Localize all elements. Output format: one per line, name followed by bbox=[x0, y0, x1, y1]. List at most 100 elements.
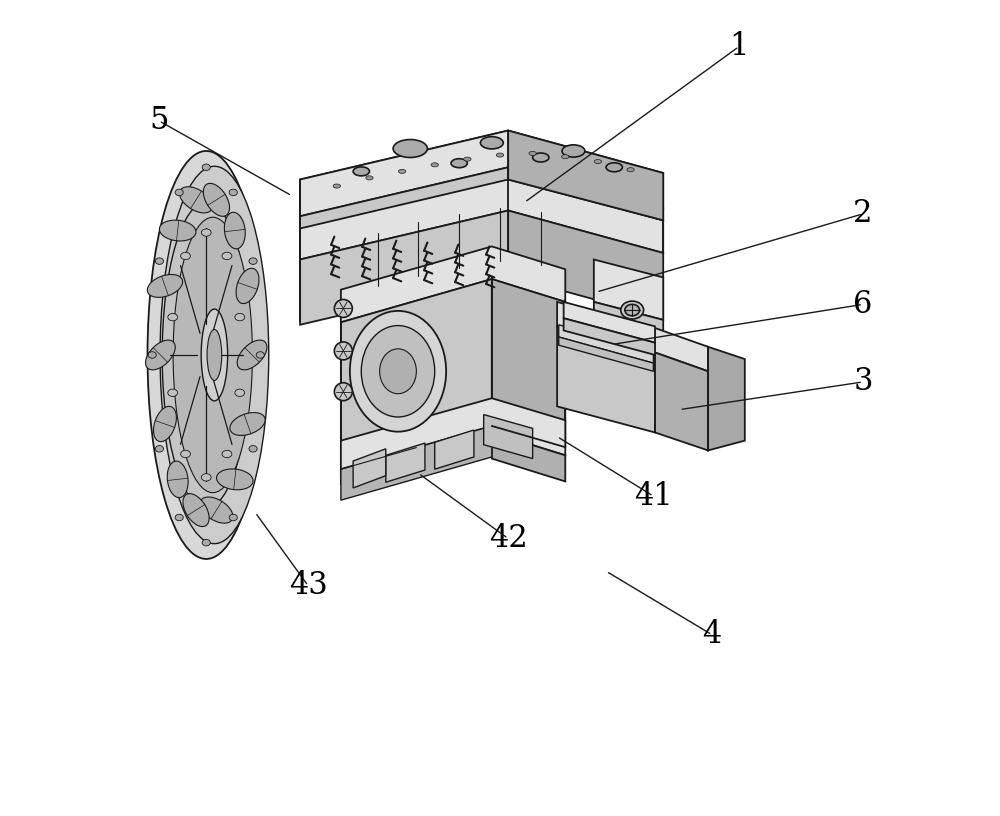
Ellipse shape bbox=[237, 340, 267, 370]
Ellipse shape bbox=[173, 217, 252, 493]
Ellipse shape bbox=[230, 413, 265, 436]
Text: 41: 41 bbox=[634, 481, 673, 512]
Ellipse shape bbox=[222, 252, 232, 259]
Ellipse shape bbox=[181, 252, 190, 259]
Polygon shape bbox=[557, 326, 655, 432]
Polygon shape bbox=[508, 131, 663, 220]
Polygon shape bbox=[341, 426, 492, 500]
Ellipse shape bbox=[148, 352, 156, 358]
Ellipse shape bbox=[594, 160, 602, 163]
Ellipse shape bbox=[361, 326, 435, 417]
Polygon shape bbox=[508, 211, 663, 318]
Polygon shape bbox=[300, 211, 508, 325]
Polygon shape bbox=[564, 302, 655, 343]
Polygon shape bbox=[300, 178, 663, 259]
Ellipse shape bbox=[451, 158, 467, 168]
Ellipse shape bbox=[183, 494, 209, 526]
Ellipse shape bbox=[606, 162, 622, 172]
Ellipse shape bbox=[200, 497, 233, 523]
Ellipse shape bbox=[431, 163, 438, 166]
Polygon shape bbox=[564, 318, 655, 355]
Ellipse shape bbox=[249, 258, 257, 264]
Ellipse shape bbox=[168, 389, 178, 397]
Text: 2: 2 bbox=[853, 198, 873, 229]
Ellipse shape bbox=[366, 176, 373, 180]
Ellipse shape bbox=[168, 313, 178, 321]
Ellipse shape bbox=[201, 229, 211, 237]
Ellipse shape bbox=[621, 301, 644, 319]
Polygon shape bbox=[435, 430, 474, 469]
Ellipse shape bbox=[464, 157, 471, 162]
Ellipse shape bbox=[480, 136, 503, 149]
Ellipse shape bbox=[256, 352, 264, 358]
Ellipse shape bbox=[147, 151, 265, 559]
Polygon shape bbox=[559, 325, 653, 363]
Text: 3: 3 bbox=[853, 366, 873, 397]
Ellipse shape bbox=[625, 304, 640, 316]
Text: 4: 4 bbox=[703, 619, 722, 650]
Ellipse shape bbox=[229, 189, 237, 196]
Ellipse shape bbox=[201, 309, 228, 401]
Polygon shape bbox=[341, 398, 565, 475]
Polygon shape bbox=[300, 131, 663, 216]
Polygon shape bbox=[557, 302, 708, 371]
Ellipse shape bbox=[236, 268, 259, 304]
Ellipse shape bbox=[334, 342, 352, 360]
Ellipse shape bbox=[180, 187, 213, 213]
Text: 5: 5 bbox=[149, 105, 169, 136]
Text: 1: 1 bbox=[729, 31, 749, 62]
Ellipse shape bbox=[155, 446, 164, 452]
Ellipse shape bbox=[496, 153, 504, 157]
Ellipse shape bbox=[398, 170, 406, 174]
Ellipse shape bbox=[155, 258, 164, 264]
Ellipse shape bbox=[334, 383, 352, 401]
Ellipse shape bbox=[529, 152, 536, 155]
Ellipse shape bbox=[207, 330, 222, 380]
Polygon shape bbox=[508, 167, 663, 220]
Polygon shape bbox=[353, 449, 386, 488]
Ellipse shape bbox=[334, 299, 352, 317]
Ellipse shape bbox=[201, 473, 211, 481]
Ellipse shape bbox=[224, 212, 245, 249]
Ellipse shape bbox=[380, 349, 416, 394]
Text: 42: 42 bbox=[489, 523, 528, 554]
Polygon shape bbox=[341, 279, 492, 469]
Text: 43: 43 bbox=[289, 570, 328, 601]
Ellipse shape bbox=[159, 220, 196, 241]
Ellipse shape bbox=[202, 539, 210, 546]
Ellipse shape bbox=[393, 140, 427, 157]
Ellipse shape bbox=[162, 202, 250, 508]
Polygon shape bbox=[300, 131, 508, 216]
Ellipse shape bbox=[235, 389, 245, 397]
Polygon shape bbox=[594, 302, 663, 349]
Polygon shape bbox=[300, 167, 508, 228]
Polygon shape bbox=[386, 443, 425, 482]
Ellipse shape bbox=[533, 153, 549, 162]
Ellipse shape bbox=[229, 514, 237, 521]
Polygon shape bbox=[492, 279, 565, 447]
Ellipse shape bbox=[235, 313, 245, 321]
Polygon shape bbox=[655, 353, 708, 450]
Ellipse shape bbox=[562, 145, 585, 157]
Ellipse shape bbox=[154, 406, 176, 441]
Ellipse shape bbox=[175, 514, 183, 521]
Ellipse shape bbox=[249, 446, 257, 452]
Ellipse shape bbox=[203, 184, 230, 216]
Polygon shape bbox=[594, 259, 663, 320]
Ellipse shape bbox=[167, 461, 188, 498]
Ellipse shape bbox=[562, 155, 569, 158]
Ellipse shape bbox=[202, 164, 210, 171]
Ellipse shape bbox=[333, 184, 340, 188]
Polygon shape bbox=[341, 246, 565, 322]
Text: 6: 6 bbox=[853, 289, 873, 320]
Ellipse shape bbox=[222, 450, 232, 458]
Ellipse shape bbox=[353, 167, 369, 175]
Ellipse shape bbox=[160, 166, 269, 543]
Ellipse shape bbox=[146, 340, 175, 370]
Ellipse shape bbox=[147, 274, 183, 297]
Polygon shape bbox=[708, 347, 745, 450]
Ellipse shape bbox=[217, 469, 253, 490]
Ellipse shape bbox=[627, 168, 634, 171]
Ellipse shape bbox=[181, 450, 190, 458]
Ellipse shape bbox=[350, 311, 446, 432]
